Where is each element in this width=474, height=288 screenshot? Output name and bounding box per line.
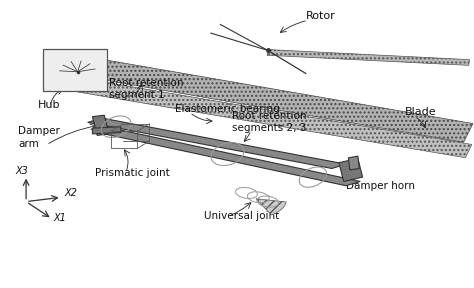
Text: X1: X1 [54,213,66,223]
Polygon shape [88,118,346,168]
Text: Hub: Hub [38,100,60,110]
Text: Blade: Blade [405,107,437,117]
Polygon shape [77,79,472,158]
Polygon shape [348,156,359,170]
Text: Rotor: Rotor [306,11,336,21]
Polygon shape [256,199,286,215]
Text: Elastomeric bearing: Elastomeric bearing [175,104,280,114]
Polygon shape [267,50,470,65]
Text: Prismatic joint: Prismatic joint [95,168,170,178]
Polygon shape [104,130,360,186]
Text: Damper
arm: Damper arm [18,126,60,149]
Text: Damper horn: Damper horn [346,181,415,191]
Polygon shape [92,127,121,134]
Text: X3: X3 [16,166,29,176]
FancyBboxPatch shape [43,49,107,91]
Text: Root retention
segment 1: Root retention segment 1 [109,77,183,100]
Polygon shape [75,56,473,142]
Polygon shape [339,158,363,181]
Text: Root retention
segments 2, 3: Root retention segments 2, 3 [232,111,307,133]
Text: Universal joint: Universal joint [204,211,279,221]
Polygon shape [92,115,109,135]
Text: X2: X2 [64,188,77,198]
